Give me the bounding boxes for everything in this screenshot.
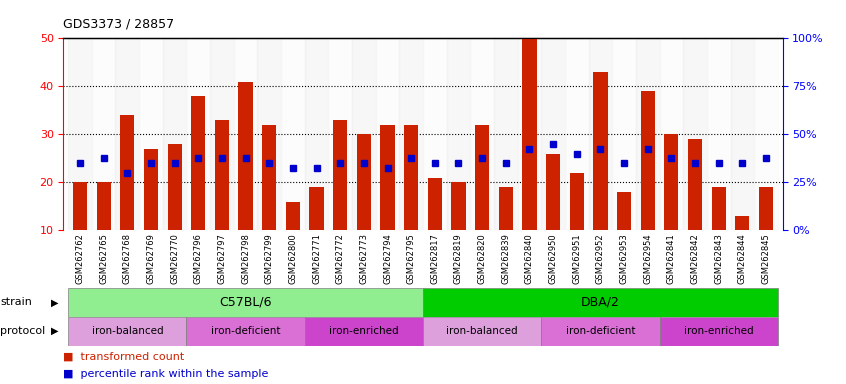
Bar — [381, 125, 394, 230]
Text: DBA/2: DBA/2 — [581, 296, 620, 309]
Text: iron-balanced: iron-balanced — [447, 326, 518, 336]
Bar — [475, 125, 489, 230]
Bar — [352, 38, 376, 230]
Bar — [286, 202, 300, 230]
Bar — [423, 288, 777, 317]
Bar — [333, 120, 348, 230]
Bar — [593, 72, 607, 230]
Bar — [617, 192, 631, 230]
Bar — [754, 38, 777, 230]
Bar — [711, 187, 726, 230]
Bar — [328, 38, 352, 230]
Bar — [305, 38, 328, 230]
Bar — [210, 38, 233, 230]
Bar — [69, 288, 423, 317]
Text: ▶: ▶ — [52, 297, 58, 308]
Bar — [69, 317, 186, 346]
Bar — [447, 38, 470, 230]
Text: protocol: protocol — [0, 326, 45, 336]
Bar — [144, 149, 158, 230]
Bar — [569, 173, 584, 230]
Bar — [735, 216, 750, 230]
Bar — [494, 38, 518, 230]
Bar — [423, 317, 541, 346]
Text: ■  percentile rank within the sample: ■ percentile rank within the sample — [63, 369, 269, 379]
Bar — [541, 38, 565, 230]
Bar — [239, 81, 253, 230]
Bar — [498, 187, 513, 230]
Bar — [399, 38, 423, 230]
Bar — [522, 38, 536, 230]
Text: ■  transformed count: ■ transformed count — [63, 352, 184, 362]
Bar — [162, 38, 186, 230]
Bar — [452, 182, 465, 230]
Text: ▶: ▶ — [52, 326, 58, 336]
Bar — [357, 134, 371, 230]
Bar — [186, 38, 210, 230]
Bar — [120, 115, 135, 230]
Bar — [707, 38, 730, 230]
Bar — [613, 38, 636, 230]
Bar — [186, 317, 305, 346]
Text: strain: strain — [0, 297, 32, 308]
Bar — [168, 144, 182, 230]
Bar — [684, 38, 707, 230]
Bar — [310, 187, 324, 230]
Bar — [470, 38, 494, 230]
Bar — [759, 187, 773, 230]
Bar — [636, 38, 660, 230]
Bar — [376, 38, 399, 230]
Bar — [73, 182, 87, 230]
Bar — [589, 38, 613, 230]
Bar — [139, 38, 162, 230]
Bar — [92, 38, 116, 230]
Bar — [281, 38, 305, 230]
Bar — [428, 177, 442, 230]
Bar — [688, 139, 702, 230]
Bar — [404, 125, 418, 230]
Bar — [96, 182, 111, 230]
Text: iron-deficient: iron-deficient — [566, 326, 635, 336]
Text: GDS3373 / 28857: GDS3373 / 28857 — [63, 18, 174, 31]
Bar — [423, 38, 447, 230]
Bar — [262, 125, 277, 230]
Bar — [660, 38, 684, 230]
Bar — [69, 38, 92, 230]
Bar — [664, 134, 678, 230]
Bar — [257, 38, 281, 230]
Bar — [541, 317, 660, 346]
Bar — [518, 38, 541, 230]
Text: iron-balanced: iron-balanced — [91, 326, 163, 336]
Text: iron-enriched: iron-enriched — [329, 326, 398, 336]
Bar — [730, 38, 754, 230]
Bar — [191, 96, 206, 230]
Bar — [565, 38, 589, 230]
Text: C57BL/6: C57BL/6 — [219, 296, 272, 309]
Bar — [640, 91, 655, 230]
Text: iron-enriched: iron-enriched — [684, 326, 754, 336]
Text: iron-deficient: iron-deficient — [211, 326, 280, 336]
Bar — [305, 317, 423, 346]
Bar — [116, 38, 139, 230]
Bar — [660, 317, 777, 346]
Bar — [546, 154, 560, 230]
Bar — [215, 120, 229, 230]
Bar — [233, 38, 257, 230]
